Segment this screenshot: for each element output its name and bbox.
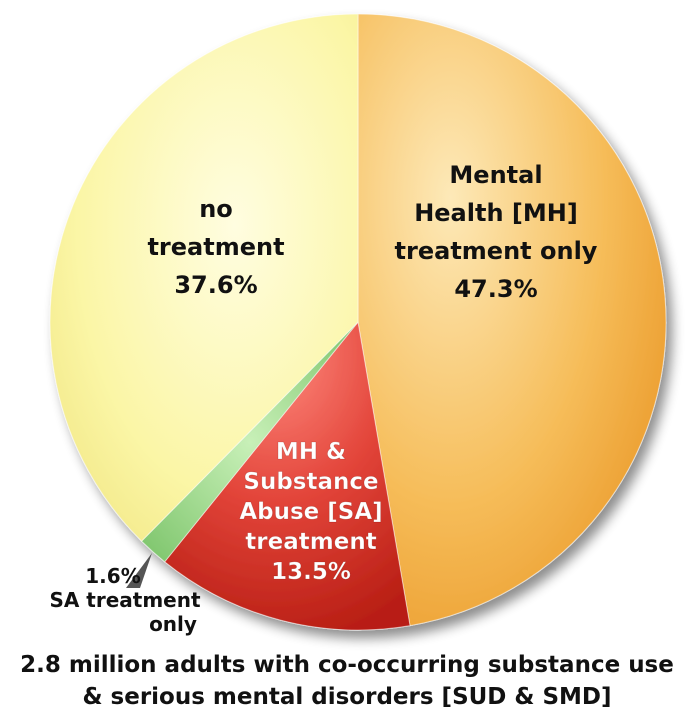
slice-no-treatment xyxy=(49,13,359,542)
slice-mh-and-sa xyxy=(163,320,411,631)
slice-label-mh-and-sa-1: Substance xyxy=(243,469,378,495)
slice-mental-health-only xyxy=(357,13,667,627)
chart-caption-line-2: & serious mental disorders [SUD & SMD] xyxy=(82,684,612,710)
slice-label-sa-only-2: only xyxy=(149,612,197,636)
slice-label-mh-and-sa-2: Abuse [SA] xyxy=(239,499,382,525)
slice-label-sa-only-0: 1.6% xyxy=(85,564,140,588)
slice-label-sa-only-1: SA treatment xyxy=(49,588,201,612)
slice-label-mental-health-only-3: 47.3% xyxy=(454,275,537,303)
slice-label-no-treatment-1: treatment xyxy=(147,233,284,261)
slice-label-no-treatment-0: no xyxy=(199,195,233,223)
slice-label-mental-health-only-1: Health [MH] xyxy=(414,199,578,227)
slice-label-mental-health-only-2: treatment only xyxy=(395,237,598,265)
chart-caption-line-1: 2.8 million adults with co-occurring sub… xyxy=(20,652,674,678)
slice-label-mental-health-only-0: Mental xyxy=(449,161,542,189)
sa-only-leader-pointer xyxy=(126,553,152,588)
slice-label-mh-and-sa-3: treatment xyxy=(245,529,376,555)
slice-label-mh-and-sa-0: MH & xyxy=(276,439,346,465)
slice-label-mh-and-sa-4: 13.5% xyxy=(271,559,351,585)
slice-label-no-treatment-2: 37.6% xyxy=(174,271,257,299)
